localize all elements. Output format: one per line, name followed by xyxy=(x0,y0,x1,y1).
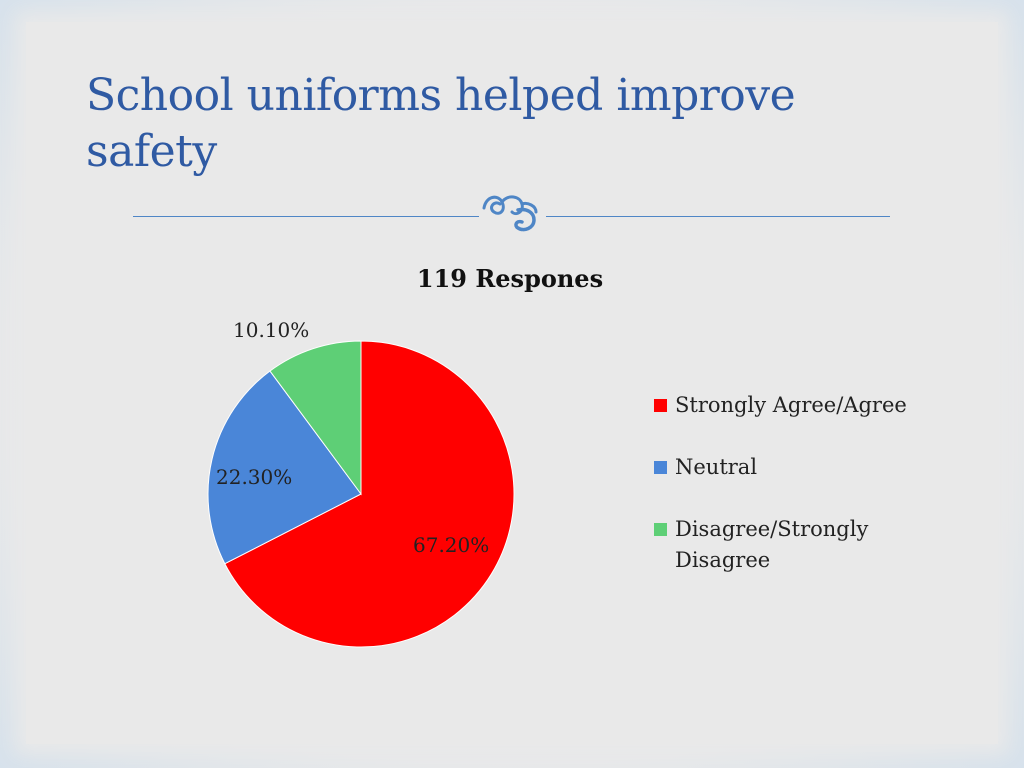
slide-title: School uniforms helped improve safety xyxy=(86,70,796,177)
chart-legend: Strongly Agree/Agree Neutral Disagree/St… xyxy=(654,390,984,607)
ornament-icon xyxy=(482,195,538,232)
legend-item-strongly-agree: Strongly Agree/Agree xyxy=(654,390,984,421)
data-label-strongly-agree: 67.20% xyxy=(413,533,490,557)
pie-slice-neutral xyxy=(207,370,362,565)
legend-label-neutral: Neutral xyxy=(675,455,758,479)
title-divider-right xyxy=(546,216,890,217)
pie-slice-disagree xyxy=(269,340,362,496)
chart-title: 119 Respones xyxy=(416,264,604,293)
legend-label-disagree: Disagree/Strongly Disagree xyxy=(675,517,869,572)
legend-swatch-neutral xyxy=(654,461,667,474)
title-divider-left xyxy=(133,216,479,217)
legend-swatch-disagree xyxy=(654,523,667,536)
legend-item-disagree: Disagree/Strongly Disagree xyxy=(654,514,984,576)
legend-swatch-strongly-agree xyxy=(654,399,667,412)
data-label-disagree: 10.10% xyxy=(233,318,310,342)
data-label-neutral: 22.30% xyxy=(216,465,293,489)
legend-item-neutral: Neutral xyxy=(654,452,984,483)
pie-slice-strongly-agree xyxy=(224,340,515,648)
slide-frame xyxy=(26,22,998,744)
legend-label-strongly-agree: Strongly Agree/Agree xyxy=(675,393,907,417)
